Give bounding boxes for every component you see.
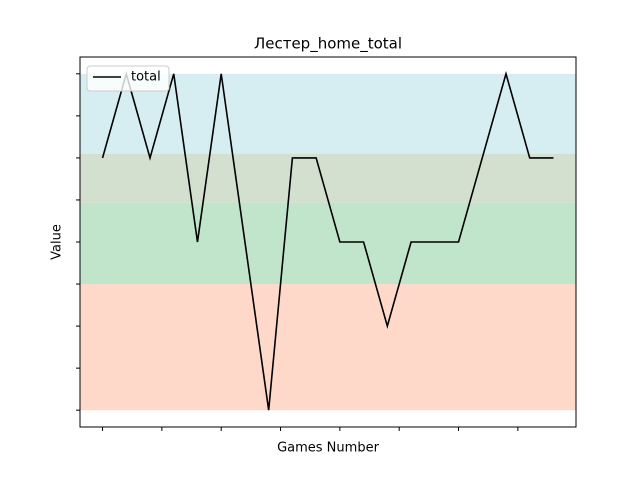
legend-box	[86, 65, 170, 92]
chart-title: Лестер_home_total	[254, 35, 402, 54]
x-axis-label: Games Number	[277, 441, 379, 456]
band	[80, 284, 576, 411]
legend-label: total	[131, 70, 161, 85]
line-series	[101, 70, 554, 411]
band	[80, 153, 576, 203]
band	[80, 202, 576, 285]
y-axis-label: Value	[50, 224, 65, 260]
